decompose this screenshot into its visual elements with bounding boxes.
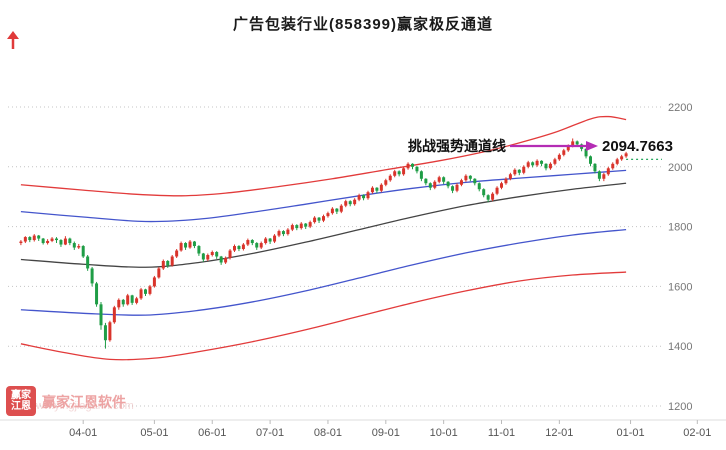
annotation-row: 挑战强势通道线 2094.7663 [408,136,673,156]
svg-text:1200: 1200 [668,401,692,413]
svg-text:2000: 2000 [668,162,692,174]
price-label: 2094.7663 [602,137,673,155]
brand-logo-text-top: 赢家 [11,390,31,401]
svg-text:11-01: 11-01 [488,427,515,439]
svg-text:08-01: 08-01 [314,427,342,439]
up-arrow-icon [7,31,19,49]
svg-text:12-01: 12-01 [545,427,573,439]
annotation-arrow-icon [510,141,598,151]
brand-name: 赢家江恩软件 [42,394,126,410]
svg-text:05-01: 05-01 [140,427,168,439]
svg-text:09-01: 09-01 [372,427,400,439]
watermark-site-text: www.yingjiagann.com [28,400,134,412]
svg-text:01-01: 01-01 [616,427,644,439]
svg-text:10-01: 10-01 [430,427,458,439]
svg-text:1800: 1800 [668,222,692,234]
chart-title: 广告包装行业(858399)赢家极反通道 [232,16,494,33]
brand-logo-text-bottom: 江恩 [11,401,31,412]
svg-text:2200: 2200 [668,102,692,114]
svg-text:07-01: 07-01 [256,427,284,439]
svg-text:1400: 1400 [668,341,692,353]
svg-text:02-01: 02-01 [683,427,711,439]
svg-text:04-01: 04-01 [69,427,97,439]
brand-logo: 赢家 江恩 [6,386,36,416]
svg-text:06-01: 06-01 [198,427,226,439]
annotation-label: 挑战强势通道线 [408,138,506,154]
svg-text:1600: 1600 [668,281,692,293]
